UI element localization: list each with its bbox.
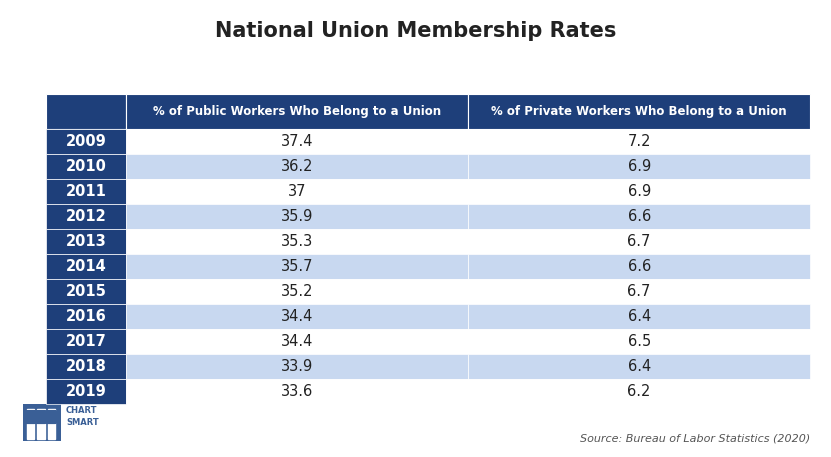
FancyBboxPatch shape bbox=[35, 410, 47, 424]
Bar bbox=[37, 409, 45, 439]
Text: 6.6: 6.6 bbox=[627, 209, 651, 224]
Text: 2016: 2016 bbox=[66, 309, 106, 324]
Text: National Union Membership Rates: National Union Membership Rates bbox=[214, 21, 617, 41]
Text: 6.9: 6.9 bbox=[627, 159, 651, 175]
Text: 35.2: 35.2 bbox=[281, 284, 313, 299]
Text: SMART: SMART bbox=[66, 418, 99, 427]
Text: 2019: 2019 bbox=[66, 384, 106, 399]
Text: 7.2: 7.2 bbox=[627, 134, 651, 149]
Text: 2010: 2010 bbox=[66, 159, 106, 175]
Text: 34.4: 34.4 bbox=[281, 309, 313, 324]
Text: 6.4: 6.4 bbox=[627, 309, 651, 324]
Text: 2018: 2018 bbox=[66, 360, 106, 374]
Text: 6.7: 6.7 bbox=[627, 234, 651, 250]
Text: 35.7: 35.7 bbox=[281, 260, 313, 275]
Text: 2012: 2012 bbox=[66, 209, 106, 224]
Text: 33.6: 33.6 bbox=[281, 384, 313, 399]
Bar bbox=[47, 409, 55, 439]
Text: 2017: 2017 bbox=[66, 335, 106, 350]
Text: 6.6: 6.6 bbox=[627, 260, 651, 275]
Text: 6.4: 6.4 bbox=[627, 360, 651, 374]
Text: 33.9: 33.9 bbox=[281, 360, 313, 374]
Text: % of Private Workers Who Belong to a Union: % of Private Workers Who Belong to a Uni… bbox=[491, 105, 787, 118]
Text: 37.4: 37.4 bbox=[281, 134, 313, 149]
Text: 35.3: 35.3 bbox=[281, 234, 313, 250]
Text: 6.7: 6.7 bbox=[627, 284, 651, 299]
Text: 6.9: 6.9 bbox=[627, 185, 651, 199]
Text: 36.2: 36.2 bbox=[281, 159, 313, 175]
Bar bbox=[27, 409, 34, 439]
Text: Source: Bureau of Labor Statistics (2020): Source: Bureau of Labor Statistics (2020… bbox=[580, 433, 810, 443]
Text: % of Public Workers Who Belong to a Union: % of Public Workers Who Belong to a Unio… bbox=[153, 105, 441, 118]
Text: 2014: 2014 bbox=[66, 260, 106, 275]
Text: 6.2: 6.2 bbox=[627, 384, 651, 399]
Text: 37: 37 bbox=[288, 185, 307, 199]
Text: 34.4: 34.4 bbox=[281, 335, 313, 350]
Text: 2009: 2009 bbox=[66, 134, 106, 149]
Text: 2013: 2013 bbox=[66, 234, 106, 250]
Text: CHART: CHART bbox=[66, 406, 97, 415]
Text: 35.9: 35.9 bbox=[281, 209, 313, 224]
FancyBboxPatch shape bbox=[25, 410, 37, 424]
FancyBboxPatch shape bbox=[46, 410, 57, 424]
Text: 2011: 2011 bbox=[66, 185, 106, 199]
FancyBboxPatch shape bbox=[23, 404, 61, 441]
Text: 6.5: 6.5 bbox=[627, 335, 651, 350]
Text: 2015: 2015 bbox=[66, 284, 106, 299]
